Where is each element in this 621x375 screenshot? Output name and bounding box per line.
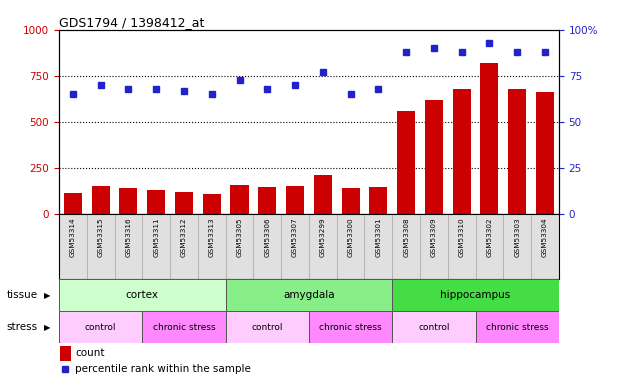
Bar [258, 187, 276, 214]
Bar [60, 346, 71, 361]
Bar [337, 214, 365, 279]
Bar [369, 187, 388, 214]
Bar [286, 186, 304, 214]
Bar [175, 192, 193, 214]
Text: percentile rank within the sample: percentile rank within the sample [75, 364, 251, 374]
Bar [476, 311, 559, 343]
Bar [392, 279, 559, 311]
Bar [309, 214, 337, 279]
Bar [225, 214, 253, 279]
Text: control: control [252, 322, 283, 332]
Bar [342, 188, 360, 214]
Text: chronic stress: chronic stress [153, 322, 215, 332]
Text: GSM53300: GSM53300 [348, 217, 353, 256]
Bar [230, 185, 248, 214]
Text: GSM53309: GSM53309 [431, 217, 437, 256]
Bar [225, 279, 392, 311]
Bar [397, 111, 415, 214]
Bar [476, 214, 504, 279]
Bar [64, 193, 82, 214]
Bar [92, 186, 110, 214]
Text: GSM53311: GSM53311 [153, 217, 159, 256]
Text: GSM53303: GSM53303 [514, 217, 520, 256]
Text: GSM53306: GSM53306 [265, 217, 270, 256]
Bar [504, 214, 531, 279]
Text: GSM53312: GSM53312 [181, 217, 187, 256]
Bar [508, 89, 526, 214]
Text: GSM53314: GSM53314 [70, 217, 76, 256]
Bar [202, 194, 221, 214]
Bar [142, 214, 170, 279]
Text: GDS1794 / 1398412_at: GDS1794 / 1398412_at [59, 16, 204, 29]
Text: GSM53299: GSM53299 [320, 217, 326, 256]
Bar [170, 214, 198, 279]
Text: GSM53313: GSM53313 [209, 217, 215, 256]
Bar [425, 100, 443, 214]
Bar [59, 311, 142, 343]
Bar [453, 89, 471, 214]
Bar [114, 214, 142, 279]
Bar [420, 214, 448, 279]
Text: GSM53310: GSM53310 [459, 217, 465, 256]
Bar [392, 214, 420, 279]
Bar [314, 175, 332, 214]
Text: count: count [75, 348, 104, 358]
Text: GSM53301: GSM53301 [375, 217, 381, 256]
Text: ▶: ▶ [43, 322, 50, 332]
Text: chronic stress: chronic stress [319, 322, 382, 332]
Text: GSM53316: GSM53316 [125, 217, 132, 256]
Bar [392, 311, 476, 343]
Bar [147, 190, 165, 214]
Bar [448, 214, 476, 279]
Bar [59, 214, 87, 279]
Text: tissue: tissue [6, 290, 37, 300]
Bar [225, 311, 309, 343]
Bar [281, 214, 309, 279]
Text: ▶: ▶ [43, 291, 50, 300]
Text: chronic stress: chronic stress [486, 322, 548, 332]
Text: GSM53315: GSM53315 [97, 217, 104, 256]
Text: GSM53304: GSM53304 [542, 217, 548, 256]
Text: control: control [418, 322, 450, 332]
Text: stress: stress [6, 322, 37, 332]
Bar [536, 93, 554, 214]
Text: GSM53302: GSM53302 [486, 217, 492, 256]
Text: hippocampus: hippocampus [440, 290, 510, 300]
Text: cortex: cortex [126, 290, 159, 300]
Text: GSM53307: GSM53307 [292, 217, 298, 256]
Bar [309, 311, 392, 343]
Bar [531, 214, 559, 279]
Bar [87, 214, 114, 279]
Bar [253, 214, 281, 279]
Bar [365, 214, 392, 279]
Bar [481, 63, 499, 214]
Bar [142, 311, 225, 343]
Bar [198, 214, 225, 279]
Text: GSM53305: GSM53305 [237, 217, 243, 256]
Text: amygdala: amygdala [283, 290, 335, 300]
Text: control: control [85, 322, 116, 332]
Text: GSM53308: GSM53308 [403, 217, 409, 256]
Bar [59, 279, 225, 311]
Bar [119, 188, 137, 214]
